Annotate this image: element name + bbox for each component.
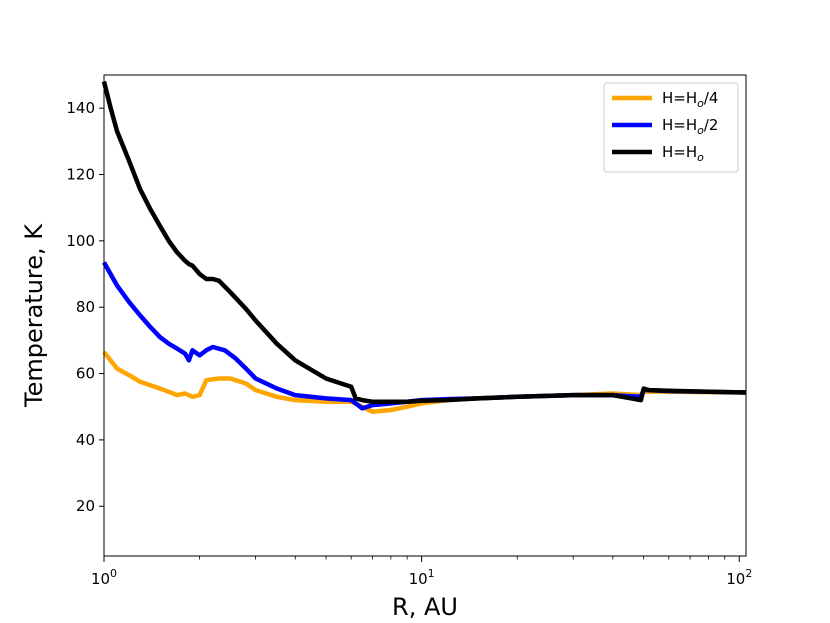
legend-label: H=Ho/2 [662,116,718,137]
plot-frame [103,74,747,557]
plot-lines [101,81,747,414]
y-tick-label: 40 [76,431,95,449]
y-tick-label: 60 [76,365,95,383]
y-tick-label: 100 [66,232,95,250]
axis-ticks: 20 40 60 80 100 120 140 100 101 102 [66,99,752,588]
y-axis-label: Temperature, K [20,223,48,408]
x-tick-label: 102 [726,567,752,588]
x-axis-label: R, AU [392,593,458,621]
y-tick-label: 20 [76,497,95,515]
x-tick-label: 100 [91,567,117,588]
x-tick-label: 101 [409,567,435,588]
legend-label: H=Ho/4 [662,89,718,110]
y-tick-label: 120 [66,166,95,184]
legend-label: H=Ho [662,143,704,164]
series-line-2 [102,261,747,411]
legend: H=Ho/4 H=Ho/2 H=Ho [603,82,739,173]
y-tick-label: 80 [76,298,95,316]
series-line-3 [101,81,747,404]
y-tick-label: 140 [66,99,95,117]
